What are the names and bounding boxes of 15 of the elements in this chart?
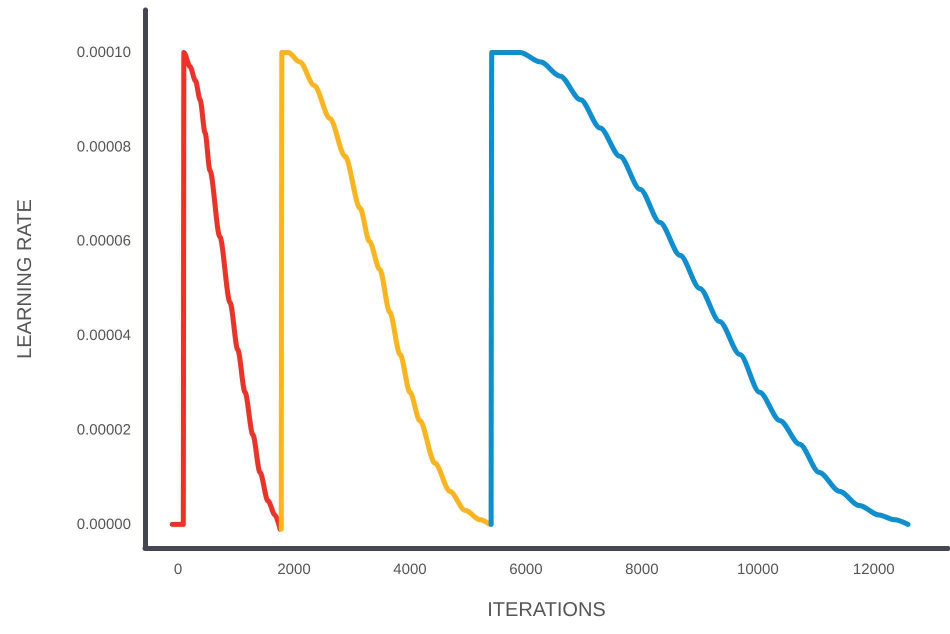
y-tick-label: 0.00002	[76, 422, 131, 439]
x-tick-label: 8000	[625, 561, 659, 578]
y-tick-label: 0.00010	[76, 44, 131, 61]
y-tick-label: 0.00000	[76, 516, 131, 533]
y-tick-label: 0.00006	[76, 232, 131, 250]
y-axis-title: LEARNING RATE	[14, 199, 36, 359]
x-tick-label: 4000	[393, 561, 427, 578]
x-axis-title: ITERATIONS	[487, 599, 606, 621]
x-tick-label: 2000	[277, 561, 311, 578]
x-tick-label: 0	[174, 561, 182, 578]
y-tick-label: 0.00004	[76, 327, 131, 344]
x-tick-label: 10000	[736, 561, 779, 578]
y-tick-label: 0.00008	[76, 138, 131, 156]
x-tick-label: 6000	[509, 561, 543, 578]
x-tick-label: 12000	[852, 561, 895, 578]
